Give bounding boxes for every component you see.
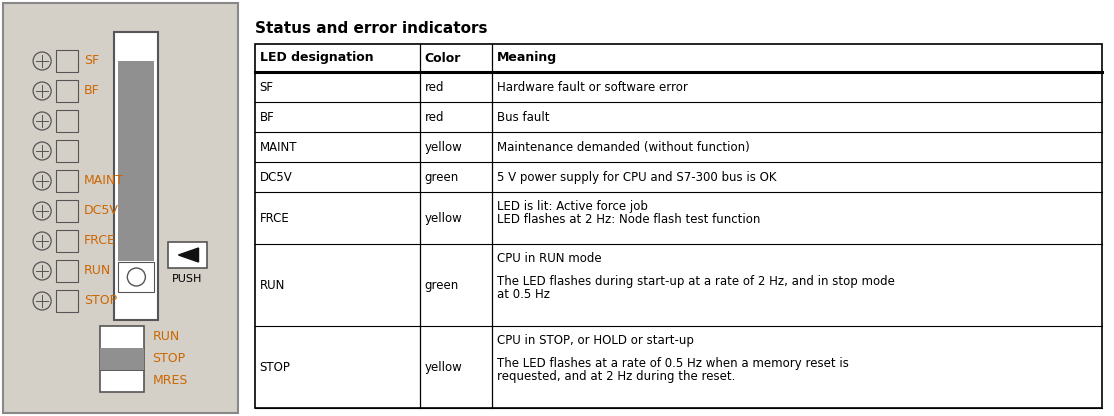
Text: RUN: RUN <box>260 279 285 292</box>
Bar <box>56 260 78 282</box>
Text: BF: BF <box>85 84 100 97</box>
Text: LED flashes at 2 Hz: Node flash test function: LED flashes at 2 Hz: Node flash test fun… <box>497 213 760 226</box>
Text: Bus fault: Bus fault <box>497 111 549 124</box>
Bar <box>168 242 206 268</box>
Text: STOP: STOP <box>85 295 117 307</box>
Text: PUSH: PUSH <box>173 274 203 284</box>
Bar <box>100 326 145 392</box>
Text: SF: SF <box>260 81 274 94</box>
Bar <box>56 170 78 192</box>
Text: Color: Color <box>424 52 461 64</box>
Text: Maintenance demanded (without function): Maintenance demanded (without function) <box>497 141 750 154</box>
Bar <box>115 32 158 320</box>
Bar <box>56 290 78 312</box>
Text: yellow: yellow <box>424 212 462 225</box>
Bar <box>56 50 78 72</box>
Text: RUN: RUN <box>85 265 111 277</box>
Text: STOP: STOP <box>260 361 291 374</box>
Bar <box>56 230 78 252</box>
Text: STOP: STOP <box>153 352 186 366</box>
Text: green: green <box>424 279 459 292</box>
Text: MAINT: MAINT <box>260 141 297 154</box>
Text: 5 V power supply for CPU and S7-300 bus is OK: 5 V power supply for CPU and S7-300 bus … <box>497 171 776 184</box>
Text: LED is lit: Active force job: LED is lit: Active force job <box>497 200 647 213</box>
Text: Status and error indicators: Status and error indicators <box>255 21 487 36</box>
Bar <box>56 140 78 162</box>
Text: at 0.5 Hz: at 0.5 Hz <box>497 289 550 302</box>
Text: RUN: RUN <box>153 330 179 344</box>
Text: Meaning: Meaning <box>497 52 557 64</box>
Text: red: red <box>424 111 444 124</box>
Text: DC5V: DC5V <box>85 205 119 218</box>
Text: BF: BF <box>260 111 274 124</box>
Text: CPU in STOP, or HOLD or start-up: CPU in STOP, or HOLD or start-up <box>497 334 694 347</box>
Bar <box>56 200 78 222</box>
Bar <box>56 110 78 132</box>
Text: yellow: yellow <box>424 361 462 374</box>
Bar <box>255 44 1102 408</box>
Bar <box>118 262 155 292</box>
Text: MRES: MRES <box>153 374 188 387</box>
Bar <box>118 61 155 261</box>
Text: CPU in RUN mode: CPU in RUN mode <box>497 252 602 265</box>
Text: yellow: yellow <box>424 141 462 154</box>
Text: green: green <box>424 171 459 184</box>
Text: The LED flashes at a rate of 0.5 Hz when a memory reset is: The LED flashes at a rate of 0.5 Hz when… <box>497 357 849 371</box>
Text: The LED flashes during start-up at a rate of 2 Hz, and in stop mode: The LED flashes during start-up at a rat… <box>497 275 895 289</box>
Text: FRCE: FRCE <box>85 235 116 248</box>
Text: LED designation: LED designation <box>260 52 373 64</box>
Text: FRCE: FRCE <box>260 212 290 225</box>
Bar <box>100 348 145 370</box>
Bar <box>56 80 78 102</box>
Text: requested, and at 2 Hz during the reset.: requested, and at 2 Hz during the reset. <box>497 371 735 384</box>
Text: Hardware fault or software error: Hardware fault or software error <box>497 81 687 94</box>
Text: SF: SF <box>85 54 99 67</box>
Text: red: red <box>424 81 444 94</box>
Text: DC5V: DC5V <box>260 171 292 184</box>
Polygon shape <box>178 248 198 262</box>
Text: MAINT: MAINT <box>85 174 125 188</box>
